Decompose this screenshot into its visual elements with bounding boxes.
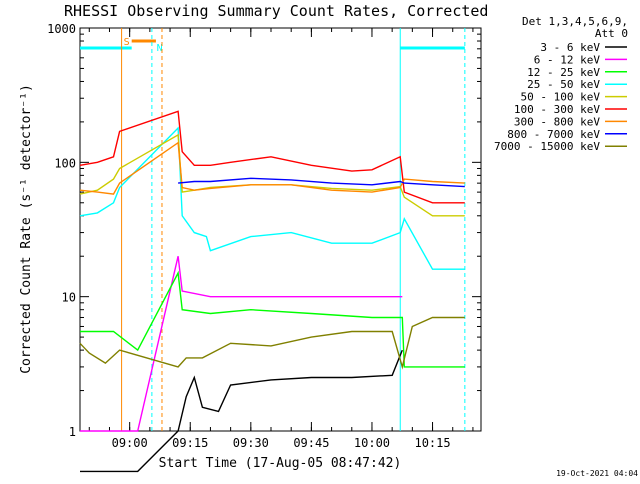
series-line-9 [79,316,465,370]
x-tick-label: 09:30 [233,436,269,450]
legend-label: 300 - 800 keV [514,115,600,128]
series-line-2 [80,256,403,432]
plot-frame [79,27,482,432]
y-tick-label: 100 [54,156,76,170]
x-tick-label: 10:15 [414,436,450,450]
legend-label: 50 - 100 keV [521,91,601,104]
y-axis-label: Corrected Count Rate (s⁻¹ detector⁻¹) [19,84,34,374]
legend-label: 25 - 50 keV [527,78,600,91]
x-tick-label: 10:00 [354,436,390,450]
series-line-1 [80,349,403,473]
series-layer [79,110,465,473]
timestamp: 19-Oct-2021 04:04 [556,469,638,478]
x-tick-label: 09:45 [293,436,329,450]
legend-header-line-1: Det 1,3,4,5,6,9, [522,15,628,28]
axis-ticks: 1 10 100 1000 09:00 09:15 09:30 09:45 10:00 10:15 [47,22,481,450]
series-line-3 [80,270,465,368]
legend-label: 12 - 25 keV [527,66,600,79]
legend-label: 800 - 7000 keV [507,128,600,141]
legend-label: 6 - 12 keV [534,53,601,66]
legend-label: 3 - 6 keV [540,41,600,54]
legend-label: 100 - 300 keV [514,103,600,116]
series-line-8 [178,177,465,188]
chart-title: RHESSI Observing Summary Count Rates, Co… [64,2,488,20]
x-axis-label: Start Time (17-Aug-05 08:47:42) [159,456,402,471]
event-markers: SN [80,28,466,431]
night-flag-label: N [157,43,163,54]
y-tick-label: 1000 [47,22,76,36]
legend-label: 7000 - 15000 keV [494,140,600,153]
series-line-6 [79,110,465,204]
y-tick-label: 1 [69,425,76,439]
series-line-4 [79,126,465,270]
series-line-7 [79,141,465,195]
x-tick-label: 09:15 [172,436,208,450]
legend-header-line-2: Att 0 [595,27,628,40]
y-tick-label: 10 [62,291,76,305]
x-tick-label: 09:00 [112,436,148,450]
saa-flag-label: S [124,37,130,48]
